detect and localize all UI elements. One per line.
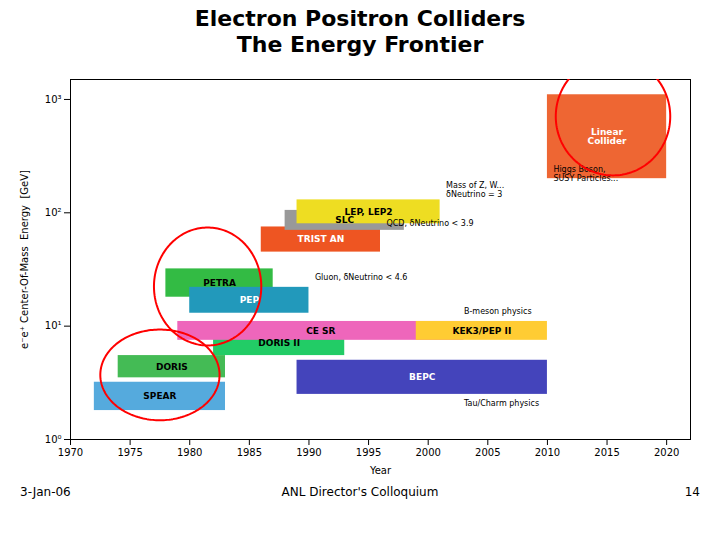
- html-text:14: 14: [684, 484, 700, 499]
- svg-text:QCD, δNeutrino < 3.9: QCD, δNeutrino < 3.9: [386, 219, 473, 228]
- svg-text:BEPC: BEPC: [409, 372, 436, 382]
- svg-text:2000: 2000: [415, 446, 440, 457]
- svg-text:1980: 1980: [177, 446, 202, 457]
- svg-text:PEP: PEP: [240, 295, 260, 305]
- svg-text:DORIS: DORIS: [156, 361, 188, 371]
- svg-text:10⁰: 10⁰: [45, 433, 62, 444]
- svg-text:Tau/Charm physics: Tau/Charm physics: [463, 398, 539, 407]
- html-text:SUSY Particles...: SUSY Particles...: [553, 173, 619, 183]
- svg-text:2015: 2015: [594, 446, 619, 457]
- svg-text:KEK3/PEP II: KEK3/PEP II: [452, 326, 511, 336]
- svg-text:e⁻e⁺ Center-Of-Mass Energy [: e⁻e⁺ Center-Of-Mass Energy [GeV]: [19, 170, 30, 349]
- svg-text:LEP, LEP2: LEP, LEP2: [345, 207, 393, 217]
- svg-text:PETRA: PETRA: [203, 278, 236, 288]
- svg-text:SPEAR: SPEAR: [143, 391, 176, 401]
- svg-text:B-meson physics: B-meson physics: [464, 307, 532, 316]
- html-text:Higgs Boson,: Higgs Boson,: [553, 165, 606, 175]
- svg-text:Mass of Z, W...δNeutrino = 3: Mass of Z, W...δNeutrino = 3: [446, 181, 504, 198]
- html-text:Electron Positron Colliders Th: Electron Positron Colliders The Energy F…: [194, 6, 526, 58]
- svg-text:10²: 10²: [45, 207, 62, 218]
- svg-text:Year: Year: [369, 464, 392, 475]
- svg-text:TRIST AN: TRIST AN: [298, 234, 345, 244]
- svg-text:LinearCollider: LinearCollider: [588, 127, 628, 146]
- svg-text:DORIS II: DORIS II: [258, 338, 300, 348]
- svg-text:2010: 2010: [535, 446, 560, 457]
- svg-text:1970: 1970: [58, 446, 83, 457]
- svg-text:2005: 2005: [475, 446, 500, 457]
- html-text:ANL Director's Colloquium: ANL Director's Colloquium: [281, 484, 439, 499]
- svg-text:1990: 1990: [296, 446, 321, 457]
- svg-text:1975: 1975: [117, 446, 142, 457]
- svg-text:2020: 2020: [654, 446, 679, 457]
- svg-text:CE SR: CE SR: [306, 326, 335, 336]
- svg-text:10¹: 10¹: [45, 320, 62, 331]
- svg-text:SLC: SLC: [335, 215, 354, 225]
- html-text:3-Jan-06: 3-Jan-06: [20, 484, 71, 499]
- svg-text:10³: 10³: [45, 93, 62, 104]
- svg-text:Gluon, δNeutrino < 4.6: Gluon, δNeutrino < 4.6: [315, 273, 408, 282]
- svg-text:1985: 1985: [237, 446, 262, 457]
- svg-text:1995: 1995: [356, 446, 381, 457]
